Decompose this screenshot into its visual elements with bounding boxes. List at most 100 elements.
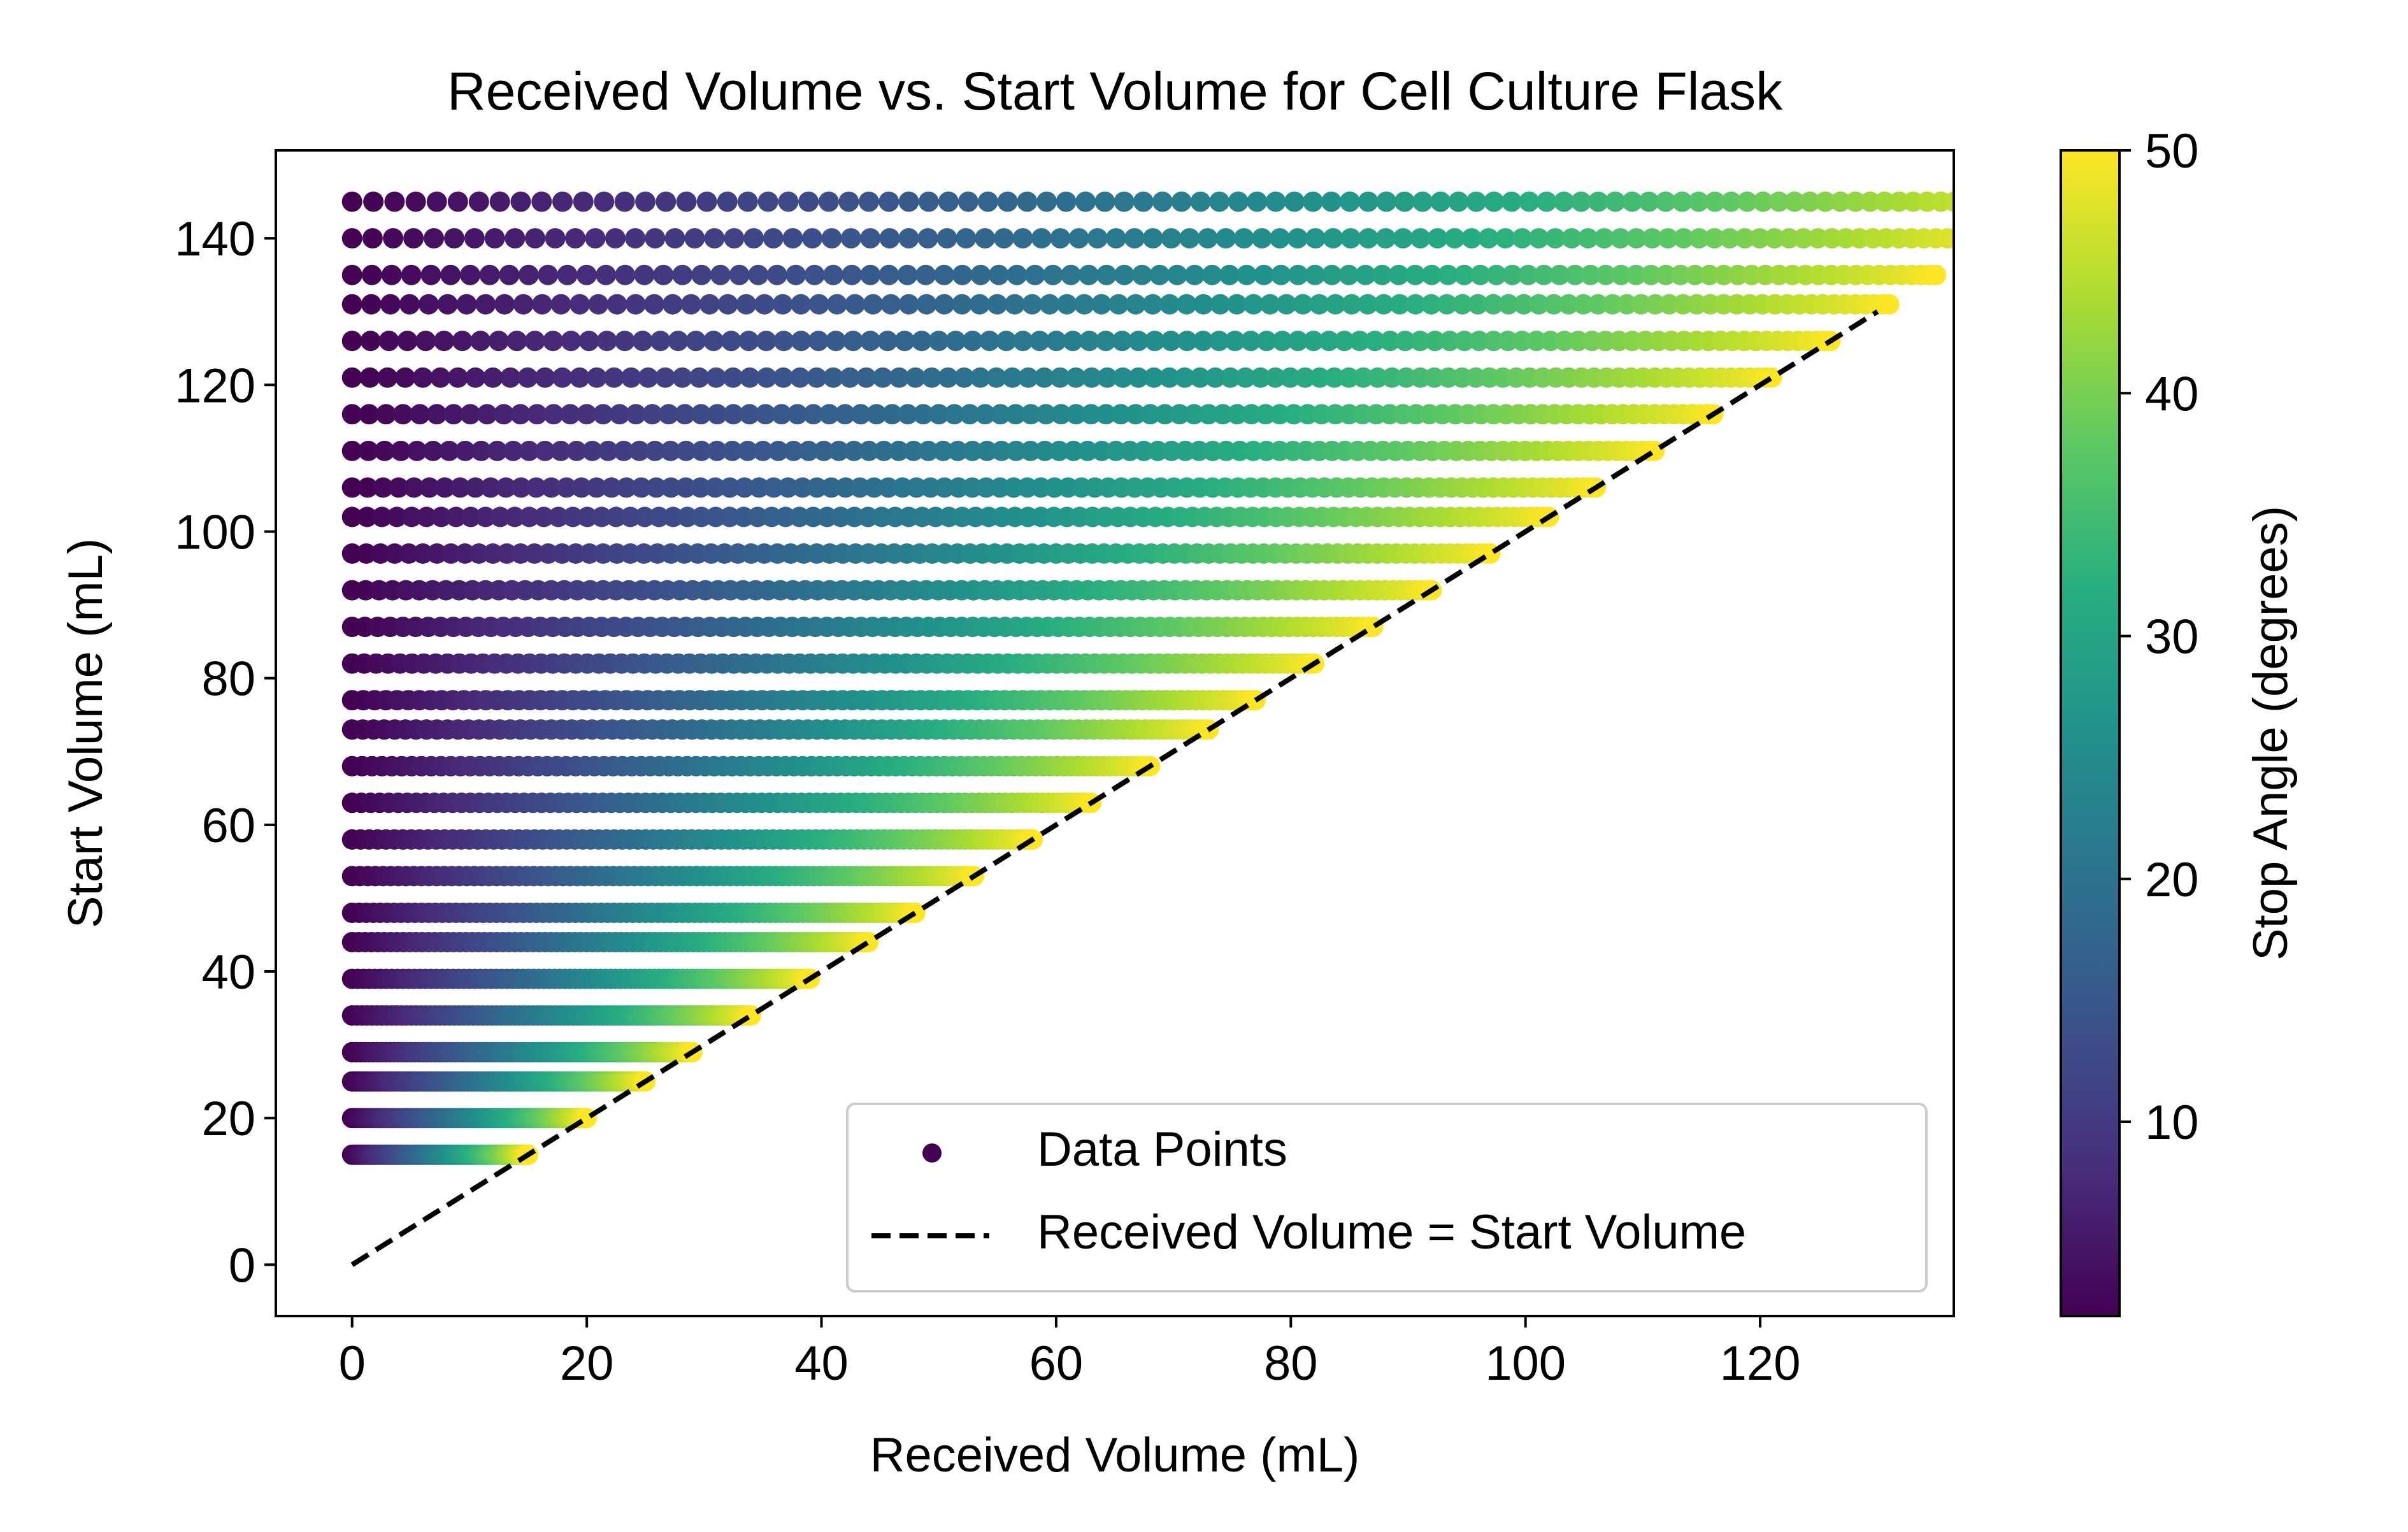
data-point bbox=[1105, 440, 1126, 461]
data-point bbox=[405, 191, 426, 212]
data-point bbox=[1405, 294, 1426, 315]
data-point bbox=[1376, 191, 1397, 212]
data-point bbox=[431, 506, 452, 527]
y-axis: 0 20 40 60 80 100 120 140 bbox=[175, 212, 276, 1292]
data-point bbox=[840, 228, 861, 249]
data-point bbox=[490, 506, 511, 527]
data-point bbox=[1198, 404, 1219, 425]
data-point bbox=[845, 294, 866, 315]
data-point bbox=[733, 506, 754, 527]
data-point bbox=[1143, 367, 1165, 388]
data-point bbox=[1226, 294, 1247, 315]
data-point bbox=[430, 367, 451, 388]
data-point bbox=[918, 440, 939, 461]
data-point bbox=[1233, 228, 1254, 249]
data-point bbox=[1468, 294, 1488, 315]
data-point bbox=[1236, 264, 1257, 285]
data-point bbox=[740, 367, 760, 388]
x-tick-label: 120 bbox=[1720, 1336, 1801, 1391]
data-point bbox=[1193, 331, 1214, 352]
data-point bbox=[1533, 264, 1554, 285]
data-point bbox=[1454, 331, 1475, 352]
data-point bbox=[471, 440, 492, 461]
y-tick-label: 120 bbox=[175, 359, 255, 413]
data-point bbox=[1626, 228, 1647, 249]
data-point bbox=[649, 506, 670, 527]
data-point bbox=[1631, 294, 1652, 315]
data-point bbox=[1125, 294, 1146, 315]
data-point bbox=[381, 264, 402, 285]
data-point bbox=[756, 367, 777, 388]
data-point bbox=[1959, 228, 1979, 248]
data-point bbox=[1159, 294, 1180, 315]
data-point bbox=[1179, 228, 1200, 249]
data-point bbox=[1367, 367, 1388, 388]
data-point bbox=[1405, 264, 1426, 285]
data-point bbox=[1713, 264, 1734, 285]
data-point bbox=[903, 440, 924, 461]
colorbar-label: Stop Angle (degrees) bbox=[2244, 506, 2298, 961]
data-point bbox=[606, 506, 627, 527]
data-point bbox=[418, 294, 439, 315]
data-point bbox=[1112, 367, 1133, 388]
data-point bbox=[996, 331, 1017, 352]
data-point bbox=[1610, 264, 1631, 285]
data-point bbox=[357, 506, 378, 527]
data-point bbox=[680, 294, 701, 315]
data-point bbox=[1452, 294, 1473, 315]
data-point bbox=[2017, 192, 2037, 212]
x-tick-label: 0 bbox=[339, 1336, 366, 1391]
data-point bbox=[1159, 367, 1180, 388]
y-tick-label: 60 bbox=[201, 799, 255, 853]
data-point bbox=[422, 440, 443, 461]
data-point bbox=[826, 294, 847, 315]
data-point bbox=[1800, 191, 1821, 212]
data-point bbox=[1349, 331, 1370, 352]
data-point bbox=[614, 191, 635, 212]
data-point bbox=[519, 506, 540, 527]
data-point bbox=[614, 331, 635, 352]
data-point bbox=[1293, 294, 1314, 315]
data-point bbox=[1985, 228, 2005, 248]
data-point bbox=[1280, 367, 1301, 388]
data-point bbox=[915, 264, 936, 285]
data-point bbox=[1338, 367, 1359, 388]
data-point bbox=[424, 228, 445, 249]
data-point bbox=[543, 331, 564, 352]
data-point bbox=[454, 543, 475, 564]
data-point bbox=[988, 264, 1009, 285]
data-point bbox=[970, 367, 991, 388]
data-point bbox=[1142, 228, 1163, 249]
data-point bbox=[488, 331, 509, 352]
data-point bbox=[650, 331, 671, 352]
data-point bbox=[397, 331, 418, 352]
data-point bbox=[677, 506, 698, 527]
data-point bbox=[945, 331, 966, 352]
data-point bbox=[341, 331, 362, 352]
data-point bbox=[1144, 331, 1165, 352]
data-point bbox=[1110, 404, 1131, 425]
data-point bbox=[842, 264, 863, 285]
data-point bbox=[1454, 264, 1475, 285]
data-point bbox=[1502, 264, 1523, 285]
data-point bbox=[1719, 228, 1740, 249]
data-point bbox=[739, 404, 760, 425]
data-point bbox=[487, 440, 508, 461]
data-point bbox=[878, 264, 899, 285]
data-point bbox=[601, 477, 622, 498]
data-point bbox=[1209, 191, 1230, 212]
data-point bbox=[656, 191, 677, 212]
data-point bbox=[1205, 367, 1226, 388]
data-point bbox=[791, 294, 812, 315]
data-point bbox=[772, 294, 793, 315]
data-point bbox=[1142, 294, 1163, 315]
data-point bbox=[782, 228, 803, 249]
data-point bbox=[1437, 294, 1458, 315]
data-point bbox=[1287, 228, 1308, 249]
data-point bbox=[798, 191, 819, 212]
data-point bbox=[1063, 440, 1084, 461]
data-point bbox=[826, 331, 847, 352]
data-point bbox=[1068, 228, 1089, 249]
data-point bbox=[1340, 228, 1361, 249]
data-point bbox=[1228, 191, 1249, 212]
